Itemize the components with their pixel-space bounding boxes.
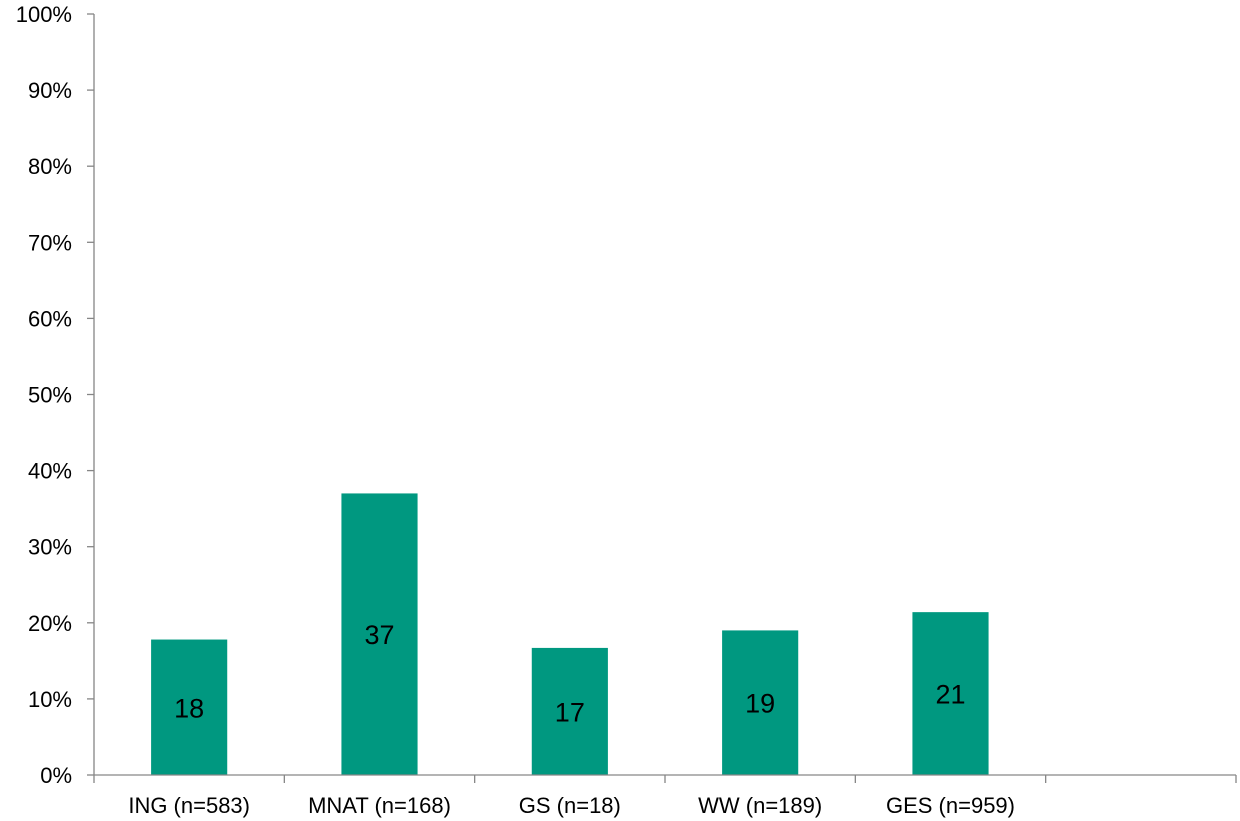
bar [341,493,418,775]
y-tick-label: 20% [28,611,72,636]
y-tick-label: 10% [28,687,72,712]
bar-data-labels: 18 37 17 19 21 [174,620,965,727]
bar-data-label: 17 [555,697,585,727]
bar [531,647,608,775]
y-tick-label: 70% [28,230,72,255]
bar [151,639,228,775]
x-tick-label: GES (n=959) [886,793,1015,818]
bar-data-label: 21 [935,680,965,710]
bar-data-label: 37 [364,620,394,650]
x-tick-label: GS (n=18) [519,793,621,818]
x-tick-label: MNAT (n=168) [308,793,451,818]
y-tick-label: 60% [28,306,72,331]
x-axis-tick-labels: ING (n=583) MNAT (n=168) GS (n=18) WW (n=18… [128,793,1015,818]
bar [912,612,989,775]
bar-series [151,493,989,775]
y-tick-label: 90% [28,78,72,103]
y-tick-label: 50% [28,383,72,408]
y-tick-label: 0% [40,763,72,788]
bar [722,630,799,775]
x-axis-ticks [93,775,1237,783]
y-tick-label: 100% [16,2,72,27]
y-tick-label: 80% [28,154,72,179]
y-tick-label: 30% [28,535,72,560]
x-tick-label: ING (n=583) [128,793,250,818]
y-axis-ticks [87,13,94,776]
y-axis-tick-labels: 0% 10% 20% 30% 40% 50% 60% 70% 80% 90% 100% [16,2,72,788]
bar-data-label: 18 [174,693,204,723]
y-tick-label: 40% [28,459,72,484]
bar-data-label: 19 [745,689,775,719]
x-tick-label: WW (n=189) [698,793,822,818]
